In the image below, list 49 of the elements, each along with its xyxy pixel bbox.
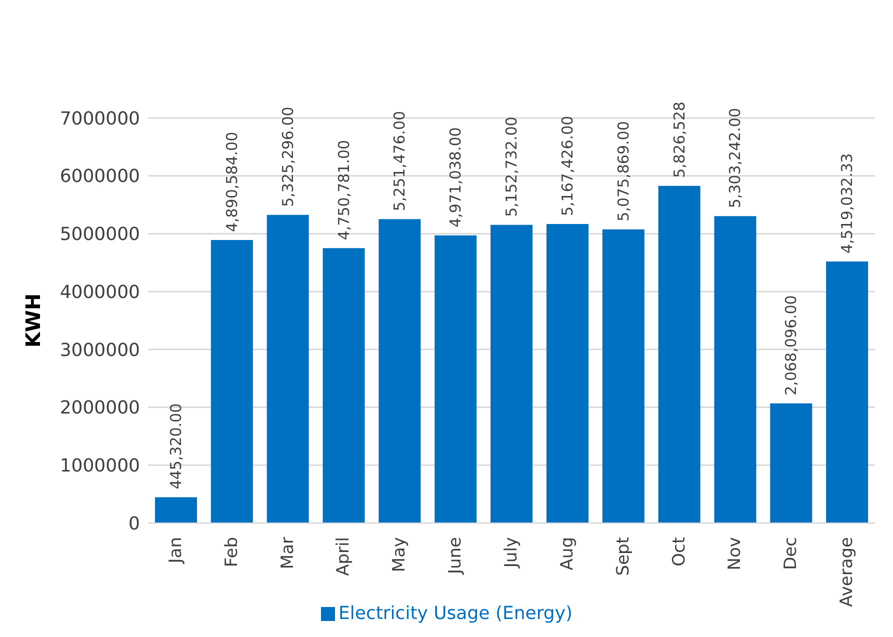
data-label: 5,826,528	[670, 102, 688, 178]
legend-label: Electricity Usage (Energy)	[338, 603, 572, 624]
y-tick-label: 0	[128, 513, 140, 534]
data-label: 5,075,869.00	[614, 121, 632, 222]
bar	[378, 219, 421, 523]
bar	[210, 240, 253, 523]
x-tick-label: Jan	[166, 537, 186, 564]
x-tick-label: April	[334, 537, 354, 576]
x-tick-label: Mar	[278, 536, 298, 570]
data-label: 5,325,296.00	[278, 106, 297, 207]
bar	[714, 216, 756, 523]
bar	[266, 214, 309, 523]
bar	[490, 224, 533, 523]
x-tick-label: Nov	[725, 537, 746, 570]
x-tick-label: May	[390, 537, 410, 572]
bar	[826, 262, 868, 523]
data-label: 4,519,032.33	[838, 153, 856, 254]
x-tick-label: Sept	[613, 536, 634, 576]
bar	[434, 235, 477, 523]
y-tick-label: 2000000	[60, 398, 140, 419]
bar	[322, 248, 365, 523]
data-label: 2,068,096.00	[782, 295, 800, 396]
y-tick-label: 3000000	[60, 340, 140, 361]
bar	[546, 224, 588, 523]
data-label: 5,303,242.00	[726, 108, 744, 208]
data-label: 445,320.00	[167, 403, 185, 490]
data-label: 4,971,038.00	[446, 127, 465, 228]
data-label: 5,251,476.00	[390, 110, 409, 212]
x-tick-label: Dec	[781, 537, 802, 570]
bar	[602, 229, 644, 523]
y-tick-label: 1000000	[60, 456, 140, 477]
data-label: 5,152,732.00	[502, 116, 521, 217]
x-tick-label: Oct	[669, 536, 690, 566]
bar	[658, 186, 700, 523]
bar	[155, 497, 197, 523]
x-tick-label: Average	[837, 537, 858, 607]
x-tick-label: July	[502, 537, 522, 569]
y-tick-label: 5000000	[60, 224, 140, 246]
y-tick-label: 6000000	[60, 166, 140, 188]
data-label: 5,167,426.00	[558, 116, 576, 216]
bar	[770, 403, 812, 523]
y-axis-title: KWH	[21, 293, 46, 348]
y-tick-label: 7000000	[60, 108, 140, 130]
data-label: 4,750,781.00	[334, 140, 353, 240]
x-tick-label: Feb	[222, 537, 242, 568]
x-tick-label: June	[446, 537, 466, 576]
data-label: 4,890,584.00	[222, 132, 241, 232]
y-tick-label: 4000000	[60, 282, 140, 303]
x-tick-label: Aug	[557, 537, 578, 570]
